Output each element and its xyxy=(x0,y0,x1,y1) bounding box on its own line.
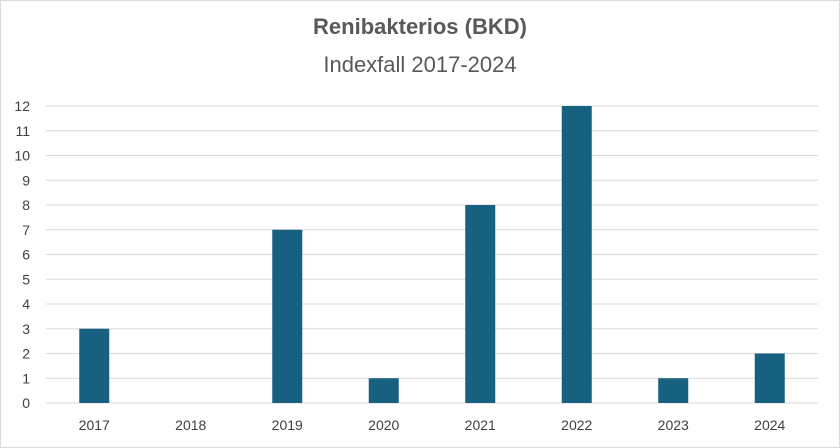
y-tick-label: 2 xyxy=(22,346,30,362)
x-tick-label: 2017 xyxy=(79,417,110,433)
bar-2017 xyxy=(79,328,110,403)
bar-2024 xyxy=(754,353,785,403)
y-tick-label: 4 xyxy=(22,296,30,312)
gridlines xyxy=(46,105,818,404)
bar-2019 xyxy=(272,229,303,403)
x-tick-label: 2024 xyxy=(754,417,785,433)
bar-2022 xyxy=(561,106,592,403)
y-tick-label: 1 xyxy=(22,370,30,386)
bar-2021 xyxy=(465,205,496,403)
x-tick-label: 2018 xyxy=(175,417,206,433)
bars xyxy=(79,106,785,403)
x-axis-tick-labels: 2017 2018 2019 2020 2021 2022 2023 2024 xyxy=(79,417,786,433)
y-tick-label: 12 xyxy=(14,98,30,114)
y-tick-label: 6 xyxy=(22,247,30,263)
chart-title: Renibakterios (BKD) xyxy=(313,14,527,39)
y-tick-label: 8 xyxy=(22,197,30,213)
chart-subtitle: Indexfall 2017-2024 xyxy=(323,52,517,77)
y-tick-label: 9 xyxy=(22,172,30,188)
bar-2020 xyxy=(368,378,399,403)
y-tick-label: 3 xyxy=(22,321,30,337)
y-tick-label: 11 xyxy=(15,123,30,139)
y-tick-label: 10 xyxy=(14,148,30,164)
x-tick-label: 2019 xyxy=(272,417,303,433)
y-tick-label: 5 xyxy=(22,271,30,287)
x-tick-label: 2022 xyxy=(561,417,592,433)
x-tick-label: 2021 xyxy=(465,417,496,433)
y-tick-label: 0 xyxy=(22,395,30,411)
x-tick-label: 2020 xyxy=(368,417,399,433)
x-tick-label: 2023 xyxy=(658,417,689,433)
y-tick-label: 7 xyxy=(22,222,30,238)
bar-2023 xyxy=(658,378,689,403)
